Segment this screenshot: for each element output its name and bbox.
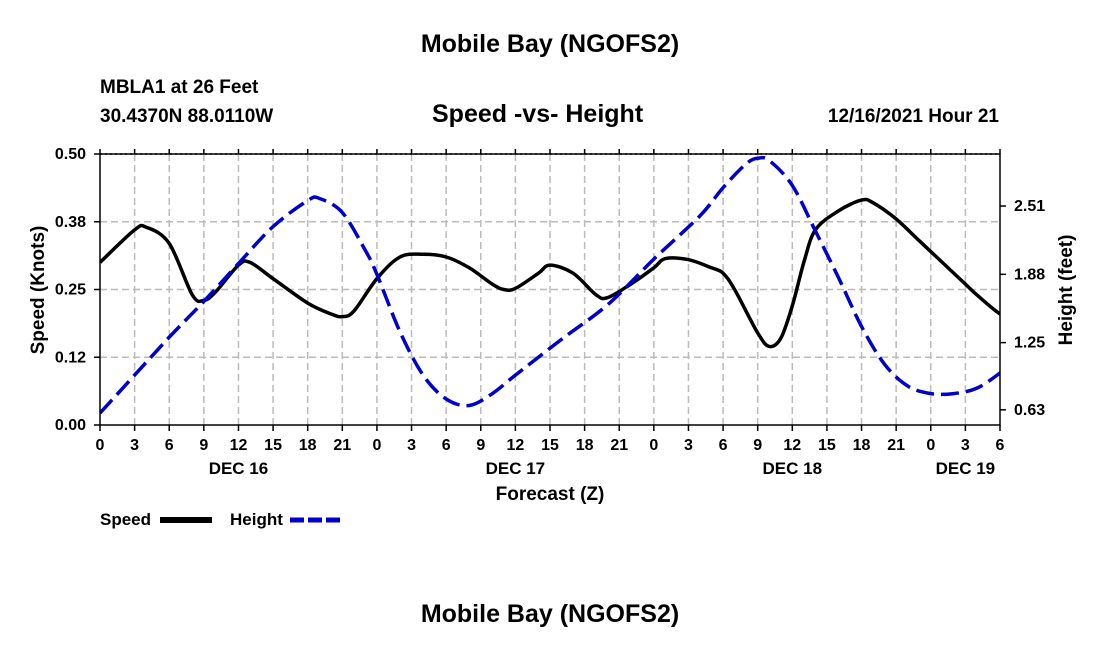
y-right-tick-label: 1.25 xyxy=(1014,335,1045,352)
x-tick-label: 9 xyxy=(753,437,762,454)
x-tick-label: 6 xyxy=(719,437,728,454)
next-chart-title: Mobile Bay (NGOFS2) xyxy=(420,600,680,628)
y-left-tick-label: 0.50 xyxy=(55,146,86,163)
station-label: MBLA1 at 26 Feet xyxy=(100,77,259,98)
chart-title: Mobile Bay (NGOFS2) xyxy=(420,30,680,58)
x-tick-label: 21 xyxy=(610,437,628,454)
x-tick-label: 12 xyxy=(783,437,801,454)
x-tick-label: 3 xyxy=(130,437,139,454)
x-tick-label: 0 xyxy=(372,437,381,454)
y-left-tick-label: 0.12 xyxy=(55,349,86,366)
x-day-label: DEC 18 xyxy=(763,459,823,478)
x-tick-label: 18 xyxy=(853,437,871,454)
station-coordinates: 30.4370N 88.0110W xyxy=(100,106,274,127)
grid xyxy=(100,154,1000,425)
x-tick-label: 9 xyxy=(476,437,485,454)
height-series-line xyxy=(100,155,1000,415)
x-day-label: DEC 19 xyxy=(936,459,996,478)
chart-subtitle: Speed -vs- Height xyxy=(432,100,644,128)
y-right-tick-label: 0.63 xyxy=(1014,402,1045,419)
x-tick-label: 21 xyxy=(887,437,905,454)
x-tick-label: 15 xyxy=(264,437,282,454)
x-tick-label: 0 xyxy=(926,437,935,454)
x-tick-label: 3 xyxy=(684,437,693,454)
legend: Speed Height xyxy=(100,510,342,529)
x-axis-label: Forecast (Z) xyxy=(496,484,605,505)
x-tick-label: 21 xyxy=(333,437,351,454)
legend-height-label: Height xyxy=(230,510,283,529)
x-day-label: DEC 16 xyxy=(209,459,269,478)
y-axis-right-label: Height (feet) xyxy=(1056,235,1077,346)
x-tick-label: 6 xyxy=(996,437,1005,454)
x-tick-label: 9 xyxy=(199,437,208,454)
x-tick-label: 0 xyxy=(649,437,658,454)
x-tick-label: 15 xyxy=(541,437,559,454)
x-tick-label: 12 xyxy=(506,437,524,454)
x-tick-label: 15 xyxy=(818,437,836,454)
x-tick-label: 18 xyxy=(299,437,317,454)
y-left-tick-label: 0.00 xyxy=(55,417,86,434)
y-axis-left-label: Speed (Knots) xyxy=(28,226,49,355)
x-tick-label: 3 xyxy=(961,437,970,454)
x-tick-label: 12 xyxy=(230,437,248,454)
x-tick-label: 6 xyxy=(165,437,174,454)
y-left-tick-label: 0.25 xyxy=(55,282,86,299)
x-day-label: DEC 17 xyxy=(486,459,546,478)
forecast-datetime: 12/16/2021 Hour 21 xyxy=(827,106,999,127)
y-right-tick-label: 1.88 xyxy=(1014,266,1045,283)
x-tick-label: 0 xyxy=(96,437,105,454)
x-tick-label: 6 xyxy=(442,437,451,454)
legend-speed-label: Speed xyxy=(100,510,151,529)
y-left-tick-label: 0.38 xyxy=(55,214,86,231)
speed-series-line xyxy=(100,197,1000,349)
y-right-tick-label: 2.51 xyxy=(1014,198,1045,215)
x-tick-label: 3 xyxy=(407,437,416,454)
x-tick-label: 18 xyxy=(576,437,594,454)
